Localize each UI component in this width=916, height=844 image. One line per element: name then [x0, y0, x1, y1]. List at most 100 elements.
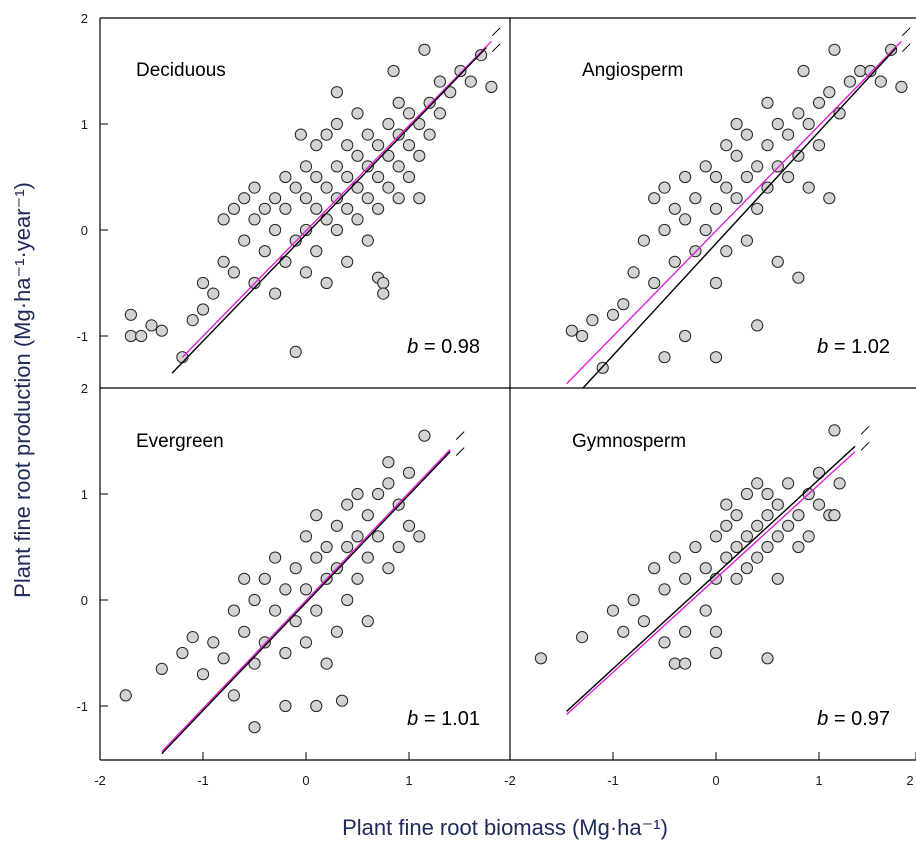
data-point: [279, 646, 292, 660]
data-point: [828, 424, 841, 437]
data-point: [351, 572, 364, 585]
data-point: [279, 699, 292, 713]
b-symbol: b: [817, 708, 828, 730]
data-point: [709, 202, 723, 215]
data-point: [392, 192, 405, 205]
data-point: [565, 324, 578, 337]
data-point: [320, 128, 333, 141]
data-point: [802, 117, 815, 131]
data-point: [751, 519, 764, 532]
data-point: [372, 170, 385, 184]
x-tick-label: -1: [607, 773, 619, 788]
data-point: [310, 551, 323, 564]
data-point: [330, 160, 343, 173]
data-point: [413, 530, 426, 543]
data-point: [310, 245, 323, 258]
data-point: [679, 572, 692, 585]
data-point: [771, 572, 784, 585]
data-point: [761, 509, 774, 522]
data-point: [310, 139, 323, 152]
b-value: = 0.97: [828, 708, 890, 730]
data-point: [606, 308, 620, 321]
data-point: [586, 314, 599, 327]
data-point: [740, 170, 754, 184]
reference-line: [161, 448, 451, 753]
data-point: [289, 562, 302, 575]
data-point: [828, 509, 841, 522]
data-point: [709, 351, 723, 364]
data-point: [299, 266, 313, 279]
ci-dash: [491, 43, 501, 53]
data-point: [433, 107, 446, 120]
data-point: [310, 699, 323, 713]
data-point: [238, 572, 251, 585]
data-point: [485, 80, 498, 94]
data-point: [372, 530, 385, 543]
data-point: [679, 213, 692, 226]
data-point: [269, 192, 282, 205]
data-point: [792, 509, 805, 522]
b-value: = 0.98: [418, 336, 480, 358]
x-tick-label: -1: [197, 773, 209, 788]
data-point: [387, 64, 400, 78]
data-point: [576, 329, 589, 343]
x-tick-label: -2: [94, 773, 106, 788]
data-point: [699, 160, 712, 173]
data-point: [248, 181, 261, 194]
data-point: [320, 181, 333, 194]
data-point: [361, 192, 374, 205]
data-point: [812, 96, 826, 109]
data-point: [740, 530, 754, 543]
data-point: [310, 202, 323, 215]
data-point: [740, 487, 754, 501]
data-point: [186, 314, 199, 327]
panel-label: Evergreen: [136, 431, 224, 452]
data-point: [617, 625, 630, 638]
ci-dash: [860, 441, 870, 451]
data-point: [668, 255, 681, 268]
panel-label: Angiosperm: [582, 60, 683, 81]
data-point: [454, 64, 467, 78]
data-point: [423, 96, 436, 109]
data-point: [330, 519, 343, 532]
data-point: [392, 128, 405, 141]
data-point: [782, 477, 795, 490]
ci-dash: [455, 431, 465, 440]
data-point: [828, 43, 841, 56]
data-point: [627, 266, 640, 279]
panel-label: Gymnosperm: [572, 431, 686, 452]
b-label: b = 0.97: [817, 708, 890, 730]
data-point: [797, 64, 810, 78]
data-point: [310, 604, 323, 617]
b-label: b = 0.98: [407, 336, 480, 358]
ci-dash: [901, 43, 911, 53]
data-point: [802, 181, 815, 194]
data-point: [730, 540, 743, 554]
data-point: [207, 636, 220, 649]
data-point: [351, 487, 364, 501]
data-point: [351, 181, 364, 194]
data-point: [792, 149, 805, 162]
data-point: [227, 266, 240, 279]
data-point: [709, 625, 723, 638]
data-point: [668, 551, 681, 564]
data-point: [217, 652, 230, 665]
data-point: [320, 213, 333, 226]
data-point: [269, 223, 282, 237]
data-point: [720, 551, 733, 564]
data-point: [341, 170, 354, 184]
data-point: [310, 170, 323, 184]
data-point: [423, 128, 436, 141]
data-point: [402, 519, 416, 532]
data-point: [730, 192, 743, 205]
data-point: [812, 466, 826, 479]
data-point: [258, 636, 271, 649]
data-point: [269, 604, 282, 617]
data-point: [155, 662, 168, 676]
data-point: [885, 43, 898, 56]
data-point: [341, 255, 354, 268]
y-tick-label: 1: [81, 117, 88, 132]
data-point: [279, 255, 292, 268]
data-point: [648, 192, 661, 205]
data-point: [361, 234, 374, 247]
